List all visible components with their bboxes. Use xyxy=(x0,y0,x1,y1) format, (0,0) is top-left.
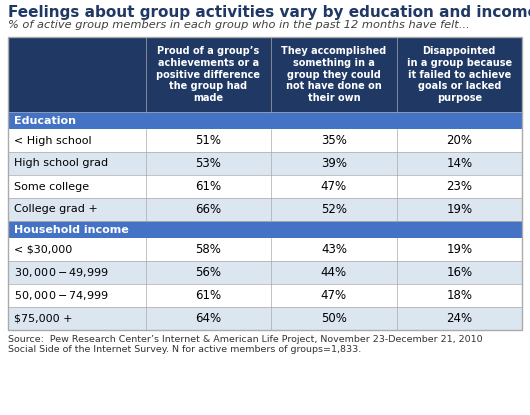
Text: Education: Education xyxy=(14,115,76,125)
Text: College grad +: College grad + xyxy=(14,205,98,215)
Text: 58%: 58% xyxy=(196,243,222,256)
Text: Proud of a group’s
achievements or a
positive difference
the group had
made: Proud of a group’s achievements or a pos… xyxy=(156,46,260,103)
Bar xyxy=(8,37,522,330)
Text: 47%: 47% xyxy=(321,180,347,193)
Bar xyxy=(8,129,522,152)
Text: 39%: 39% xyxy=(321,157,347,170)
Bar xyxy=(8,152,522,175)
Text: 16%: 16% xyxy=(446,266,472,279)
Text: Source:  Pew Research Center’s Internet & American Life Project, November 23-Dec: Source: Pew Research Center’s Internet &… xyxy=(8,335,483,354)
Text: Feelings about group activities vary by education and income: Feelings about group activities vary by … xyxy=(8,5,530,20)
Text: 35%: 35% xyxy=(321,134,347,147)
Text: < $30,000: < $30,000 xyxy=(14,244,72,254)
Text: < High school: < High school xyxy=(14,136,92,146)
Text: $30,000-$49,999: $30,000-$49,999 xyxy=(14,266,109,279)
Text: 56%: 56% xyxy=(196,266,222,279)
Text: $75,000 +: $75,000 + xyxy=(14,313,73,324)
Text: 43%: 43% xyxy=(321,243,347,256)
Text: Some college: Some college xyxy=(14,181,89,191)
Text: 66%: 66% xyxy=(196,203,222,216)
Text: 44%: 44% xyxy=(321,266,347,279)
Text: 24%: 24% xyxy=(446,312,472,325)
Text: 20%: 20% xyxy=(446,134,472,147)
Text: 47%: 47% xyxy=(321,289,347,302)
Text: $50,000-$74,999: $50,000-$74,999 xyxy=(14,289,109,302)
Text: 51%: 51% xyxy=(196,134,222,147)
Text: Disappointed
in a group because
it failed to achieve
goals or lacked
purpose: Disappointed in a group because it faile… xyxy=(407,46,512,103)
Bar xyxy=(8,284,522,307)
Text: 64%: 64% xyxy=(196,312,222,325)
Text: 61%: 61% xyxy=(196,180,222,193)
Text: 19%: 19% xyxy=(446,203,472,216)
Bar xyxy=(8,198,522,221)
Text: 18%: 18% xyxy=(446,289,472,302)
Bar xyxy=(8,37,522,112)
Bar xyxy=(8,261,522,284)
Bar xyxy=(8,238,522,261)
Text: 50%: 50% xyxy=(321,312,347,325)
Bar xyxy=(8,175,522,198)
Text: 53%: 53% xyxy=(196,157,222,170)
Text: 52%: 52% xyxy=(321,203,347,216)
Text: Household income: Household income xyxy=(14,225,129,234)
Text: % of active group members in each group who in the past 12 months have felt...: % of active group members in each group … xyxy=(8,20,470,30)
Text: 19%: 19% xyxy=(446,243,472,256)
Text: 61%: 61% xyxy=(196,289,222,302)
Bar xyxy=(8,307,522,330)
Text: 14%: 14% xyxy=(446,157,472,170)
Bar xyxy=(8,112,522,129)
Text: 23%: 23% xyxy=(446,180,472,193)
Bar xyxy=(8,221,522,238)
Text: They accomplished
something in a
group they could
not have done on
their own: They accomplished something in a group t… xyxy=(281,46,386,103)
Text: High school grad: High school grad xyxy=(14,159,108,168)
